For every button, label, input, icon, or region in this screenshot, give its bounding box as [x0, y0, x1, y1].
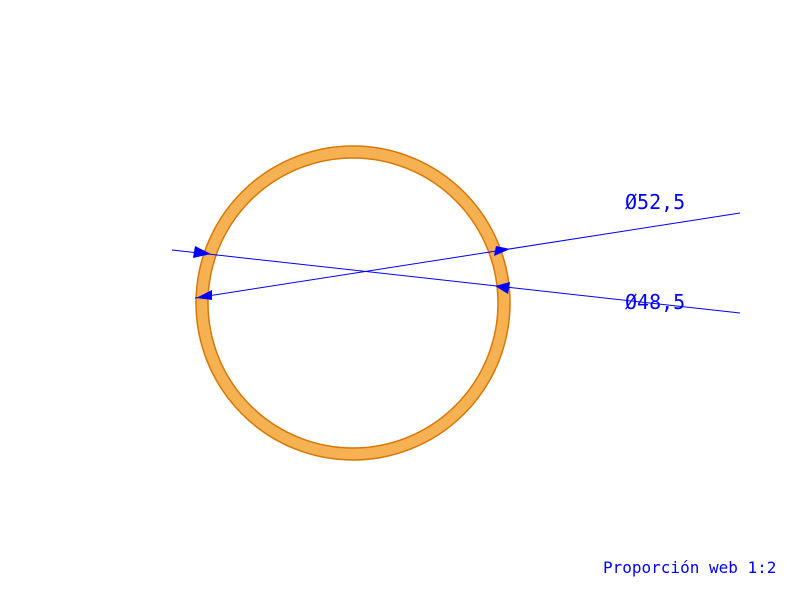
- ring-shape: [196, 146, 510, 460]
- scale-footer: Proporción web 1:2: [603, 558, 776, 577]
- inner-diameter-label: Ø48,5: [625, 290, 685, 314]
- inner-circle: [208, 158, 498, 448]
- outer-diameter-label: Ø52,5: [625, 190, 685, 214]
